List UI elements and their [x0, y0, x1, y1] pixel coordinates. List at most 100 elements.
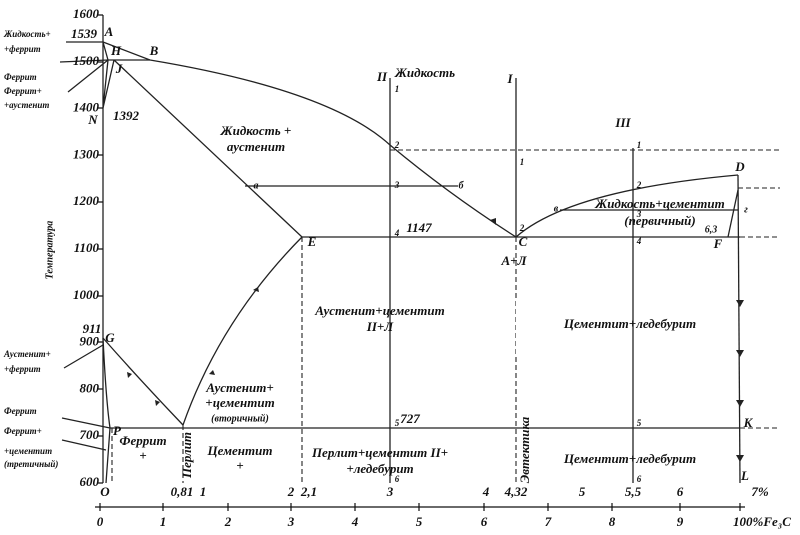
step-label: 1 — [637, 140, 642, 150]
step-label: 1 — [520, 157, 525, 167]
point-label: F — [713, 236, 723, 251]
x2-ticks — [99, 503, 741, 511]
step-label: 2 — [394, 140, 400, 150]
dashed-guides — [111, 149, 780, 483]
point-label: J — [115, 61, 123, 76]
region-label: А+Л — [501, 253, 528, 268]
point-label: P — [113, 423, 122, 438]
step-label: 4 — [636, 236, 642, 246]
region-label: аустенит — [227, 139, 285, 154]
side-label: (третичный) — [4, 459, 58, 469]
step-label: 6 — [395, 474, 400, 484]
x-tick-label: 4 — [482, 484, 490, 499]
region-label: II+Л — [366, 319, 395, 334]
temperature-label: 1392 — [113, 108, 140, 123]
arrow — [155, 400, 160, 406]
region-label: Жидкость + — [220, 123, 292, 138]
step-label: 3 — [394, 180, 400, 190]
region-label: Перлит — [179, 432, 194, 479]
arrow — [736, 350, 744, 357]
point-label: A — [104, 24, 114, 39]
side-label: Феррит — [4, 72, 37, 82]
liquidus-abc — [102, 41, 517, 238]
region-label: +ледебурит — [346, 461, 413, 476]
step-label: 6 — [637, 474, 642, 484]
y-tick-label: 1400 — [73, 100, 100, 115]
point-label: a — [254, 180, 259, 191]
step-label: 1 — [395, 84, 400, 94]
region-label: +цементит — [205, 395, 274, 410]
line-gs — [102, 337, 184, 426]
region-label: Эвтектика — [517, 416, 532, 483]
temperature-label: 1147 — [406, 220, 432, 235]
region-label: Аустенит+ — [205, 380, 273, 395]
region-label: Жидкость — [394, 65, 455, 80]
region-label: Цементит+ледебурит — [563, 316, 696, 331]
step-label: 2 — [519, 223, 525, 233]
point-label: L — [740, 468, 749, 483]
side-label: +цементит — [4, 446, 52, 456]
point-label: в — [554, 203, 559, 214]
point-label: B — [149, 43, 159, 58]
arrow — [736, 300, 744, 307]
x2-tick-label: 0 — [97, 514, 104, 529]
step-label: 4 — [394, 228, 400, 238]
y-tick-label: 1000 — [73, 287, 100, 302]
y-tick-label: 800 — [80, 380, 100, 395]
x-tick-label: 6 — [677, 484, 684, 499]
side-label: +феррит — [4, 364, 41, 374]
step-label: 5 — [395, 418, 400, 428]
region-label: Аустенит+цементит — [314, 303, 444, 318]
region-label: Жидкость+цементит — [594, 196, 724, 211]
label-mask — [516, 300, 531, 355]
x2-tick-label: 4 — [351, 514, 359, 529]
alloy-lines — [389, 78, 739, 483]
temperature-label: 911 — [83, 321, 102, 336]
x-tick-label: 5 — [579, 484, 586, 499]
y-axis-label: Температура — [44, 221, 55, 280]
x-tick-label: 2,1 — [300, 484, 317, 499]
region-label: + — [139, 448, 146, 463]
arrow — [736, 455, 744, 462]
step-label: 5 — [637, 418, 642, 428]
tie-lines — [245, 185, 738, 211]
x-tick-label: O — [100, 484, 110, 499]
point-label: D — [734, 159, 745, 174]
step-label: 3 — [636, 209, 642, 219]
alloy-line-label: I — [506, 71, 513, 86]
side-label: Жидкость+ — [3, 29, 51, 39]
line-es — [182, 236, 303, 426]
side-label: Аустенит+ — [3, 349, 51, 359]
arrow — [490, 218, 496, 225]
point-label: E — [307, 234, 317, 249]
arrows — [127, 218, 744, 462]
y-tick-label: 1200 — [73, 193, 100, 208]
x2-tick-label: 5 — [416, 514, 423, 529]
region-label: (вторичный) — [211, 413, 269, 424]
y-tick-label: 1300 — [73, 146, 100, 161]
point-label: N — [87, 112, 98, 127]
alloy-line-label: II — [376, 69, 388, 84]
point-label: K — [743, 415, 754, 430]
x2-tick-label: 1 — [160, 514, 167, 529]
x2-tick-label: 8 — [609, 514, 616, 529]
region-label: + — [236, 458, 243, 473]
x2-tick-label: 3 — [287, 514, 295, 529]
point-label: 6,3 — [705, 224, 718, 235]
temperature-label: 727 — [400, 411, 420, 426]
x2-tick-label: 100%Fe₃C — [733, 514, 791, 529]
x-tick-label: 2 — [287, 484, 295, 499]
x-tick-label: 1 — [200, 484, 207, 499]
line-gpq — [102, 337, 111, 484]
liquidus-cd — [515, 174, 739, 238]
arrow — [127, 372, 132, 378]
leader-lines — [59, 41, 111, 451]
side-label: Феррит+ — [4, 86, 42, 96]
x-tick-label: 3 — [386, 484, 394, 499]
x2-tick-label: 9 — [677, 514, 684, 529]
side-label: +феррит — [4, 44, 41, 54]
region-label: Цементит — [207, 443, 273, 458]
x2-tick-label: 7 — [545, 514, 552, 529]
region-label: Перлит+цементит II+ — [311, 445, 448, 460]
